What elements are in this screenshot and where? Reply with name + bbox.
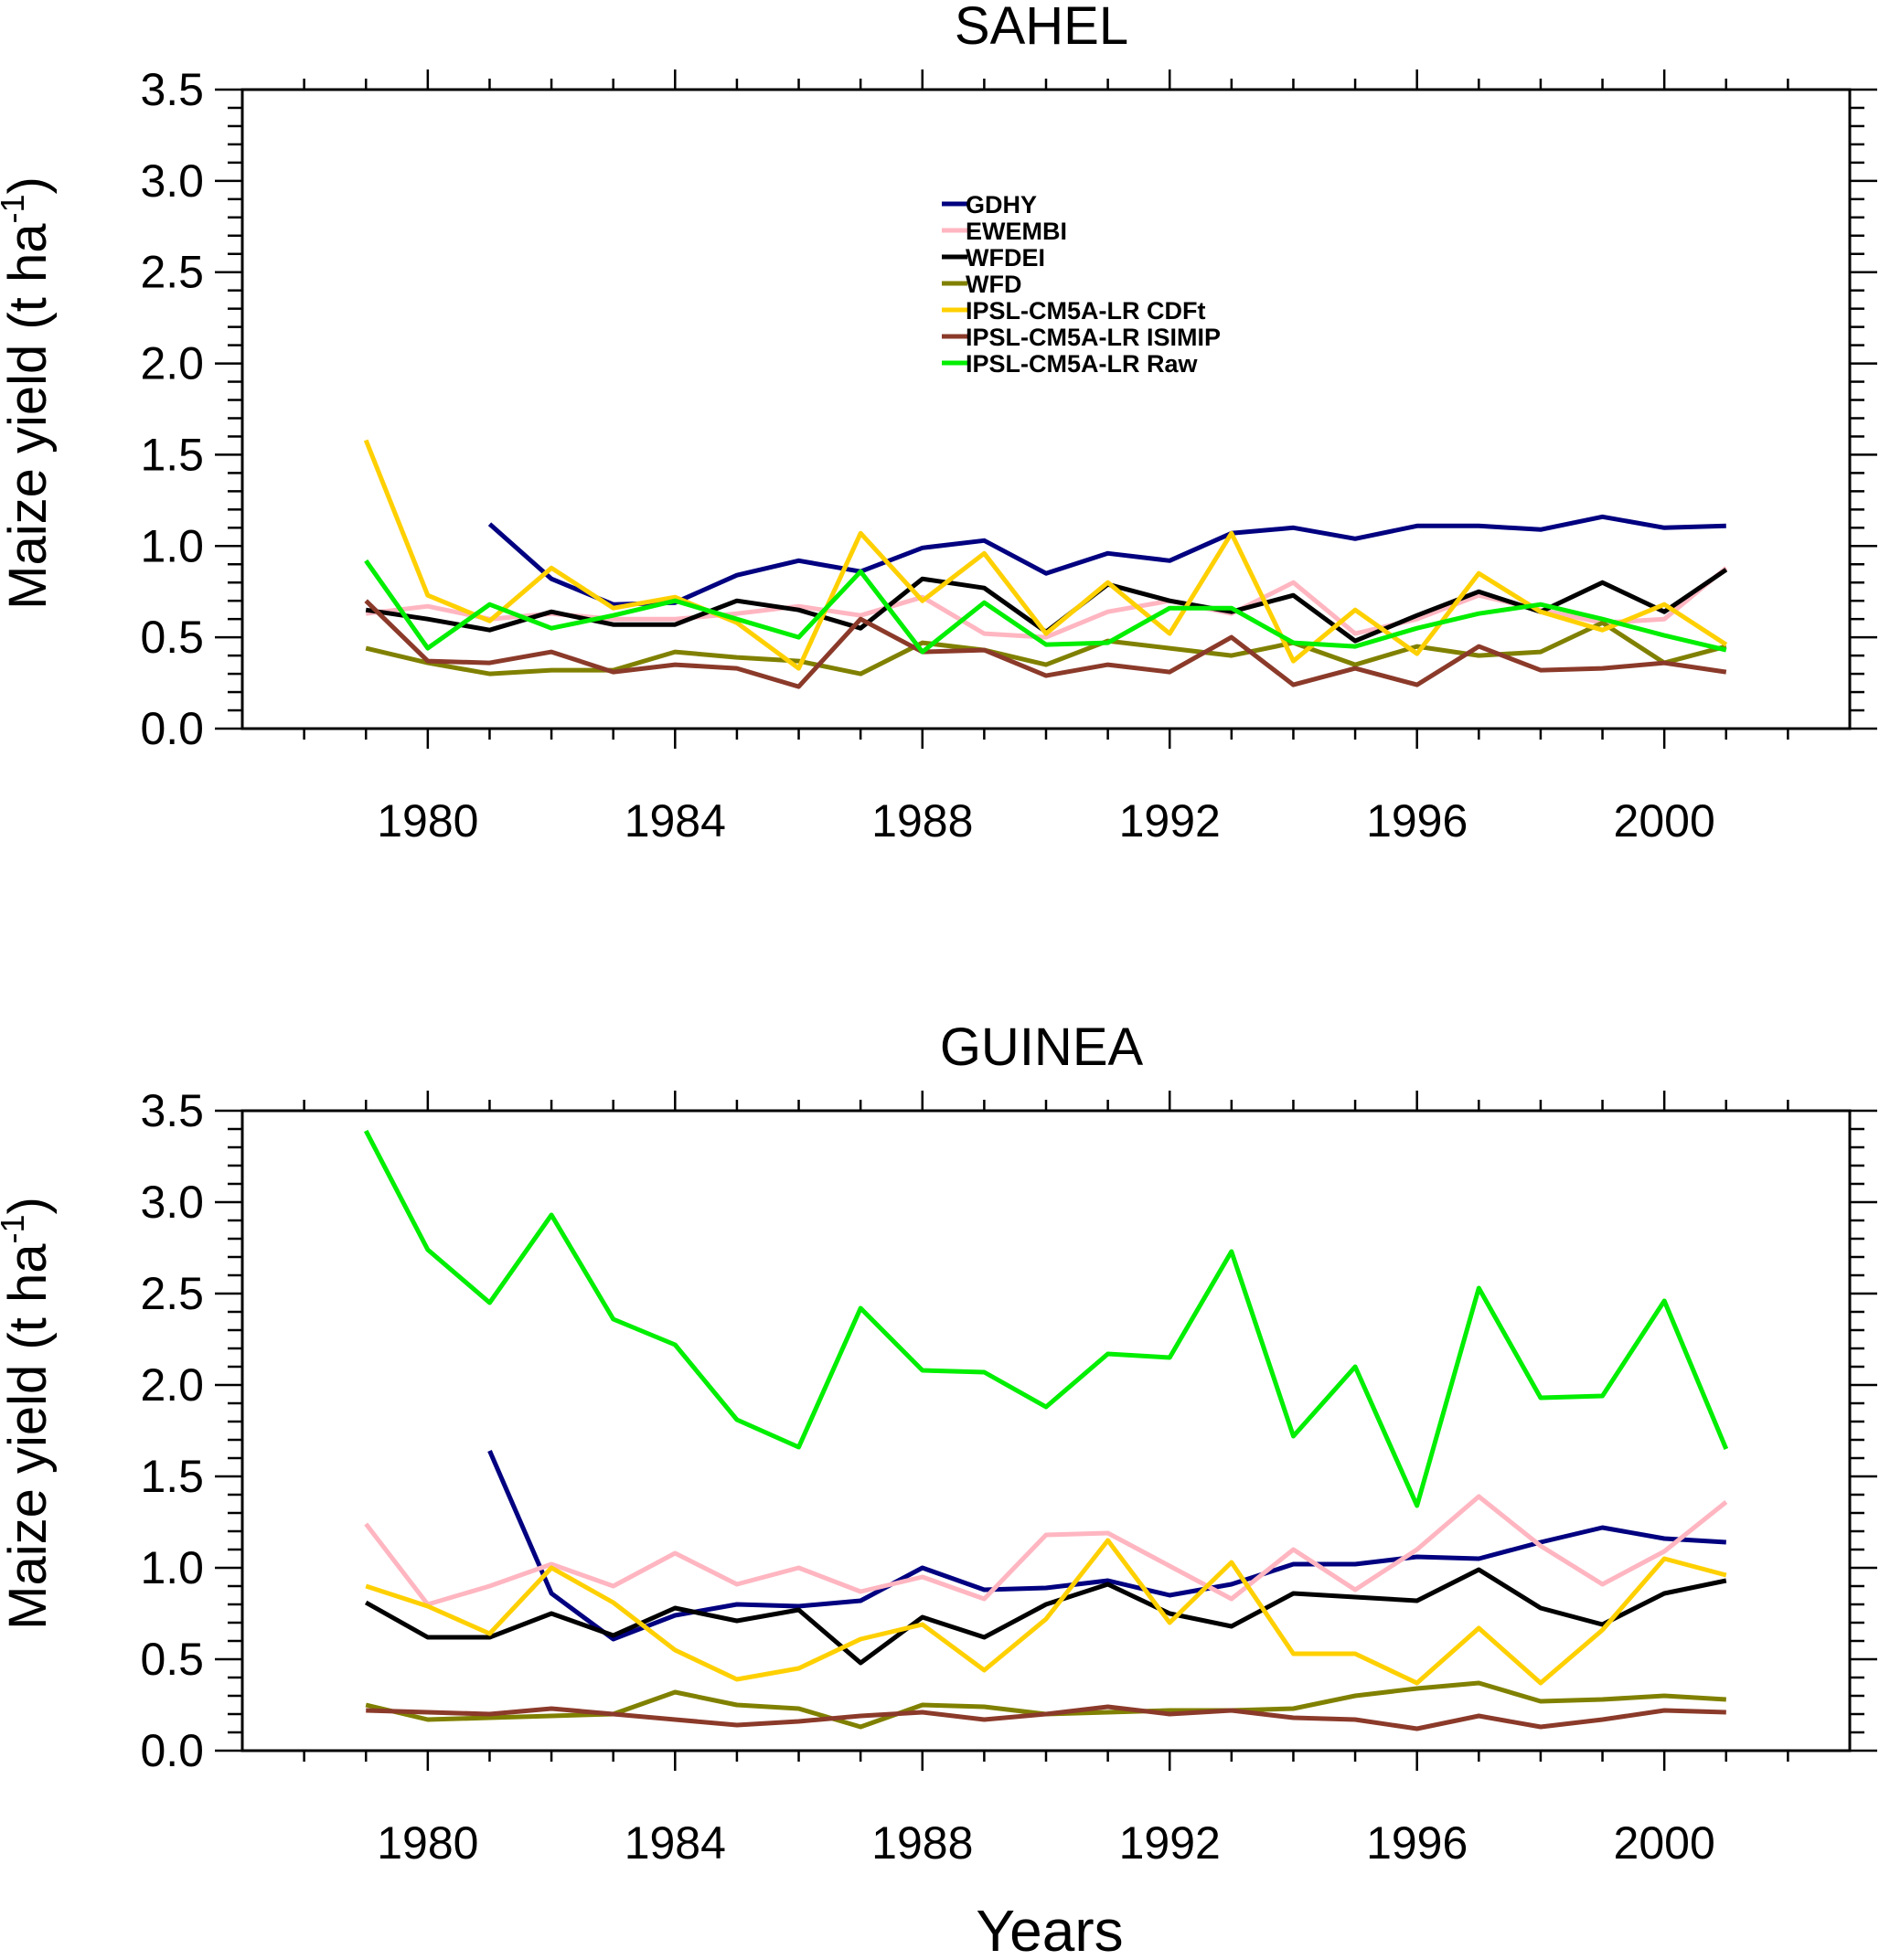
legend-label-ipsl-cm5a-lr-raw: IPSL-CM5A-LR Raw (966, 350, 1199, 378)
sahel-x-tick-label: 1988 (871, 795, 973, 847)
guinea-y-tick-label: 1.0 (140, 1542, 204, 1593)
guinea-x-tick-label: 2000 (1614, 1817, 1715, 1869)
guinea-panel: GUINEA Maize yield (t ha-1) 1980 1984 1988… (0, 1017, 1877, 1869)
guinea-series-ipsl-cm5a-lr-cdft (365, 1538, 1727, 1686)
sahel-y-tick-label: 2.5 (140, 247, 204, 298)
sahel-x-tick-label: 1984 (625, 795, 726, 847)
sahel-title: SAHEL (955, 0, 1128, 56)
guinea-series-ipsl-cm5a-lr-raw (363, 1129, 1729, 1508)
guinea-plot-frame (240, 1109, 1852, 1752)
guinea-y-tick-label: 1.5 (140, 1451, 204, 1502)
legend-label-gdhy: GDHY (966, 191, 1037, 218)
sahel-series-ipsl-cm5a-lr-cdft (363, 439, 1728, 671)
sahel-y-tick-label: 0.5 (140, 612, 204, 663)
guinea-y-tick-label: 2.0 (140, 1359, 204, 1411)
sahel-x-tick-label: 1992 (1119, 795, 1221, 847)
guinea-x-tick-label: 1980 (377, 1817, 478, 1869)
guinea-y-axis-label: Maize yield (t ha-1) (0, 1197, 58, 1630)
guinea-x-tick-label: 1988 (871, 1817, 973, 1869)
sahel-x-tick-label: 1980 (377, 795, 478, 847)
guinea-y-tick-label: 2.5 (140, 1268, 204, 1319)
sahel-y-tick-label: 3.5 (140, 64, 204, 115)
legend-label-ipsl-cm5a-lr-cdft: IPSL-CM5A-LR CDFt (966, 297, 1205, 325)
sahel-x-tick-label: 1996 (1366, 795, 1468, 847)
svg-text:Maize yield (t ha-1): Maize yield (t ha-1) (0, 176, 58, 610)
sahel-y-tick-label: 0.0 (140, 703, 204, 754)
sahel-y-tick-label: 3.0 (140, 155, 204, 207)
guinea-series-wfd (365, 1680, 1726, 1730)
sahel-x-tick-label: 2000 (1614, 795, 1715, 847)
sahel-y-tick-label: 2.0 (140, 338, 204, 389)
guinea-y-axis-label-main: Maize yield (t ha (0, 1243, 58, 1630)
sahel-y-axis-label-sup: -1 (0, 195, 31, 224)
legend-label-wfd: WFD (966, 271, 1021, 298)
guinea-y-axis-label-sup: -1 (0, 1215, 31, 1244)
sahel-y-axis-label-close: ) (0, 176, 58, 194)
svg-text:Maize yield (t ha-1): Maize yield (t ha-1) (0, 1197, 58, 1630)
sahel-series-ipsl-cm5a-lr-raw (364, 559, 1727, 655)
sahel-series-gdhy (487, 514, 1726, 607)
legend-label-ewembi: EWEMBI (966, 218, 1067, 245)
x-axis-label: Years (976, 1898, 1123, 1960)
legend-label-wfdei: WFDEI (966, 244, 1045, 272)
sahel-panel: SAHEL Maize yield (t ha-1) 1980 1984 1988 1… (0, 0, 1877, 847)
sahel-y-tick-label: 1.5 (140, 429, 204, 480)
guinea-title: GUINEA (940, 1017, 1144, 1077)
guinea-x-tick-label: 1996 (1366, 1817, 1468, 1869)
guinea-x-tick-label: 1984 (625, 1817, 726, 1869)
guinea-y-axis-label-close: ) (0, 1197, 58, 1214)
sahel-y-tick-label: 1.0 (140, 520, 204, 571)
guinea-y-tick-label: 0.5 (140, 1634, 204, 1685)
sahel-series-ipsl-cm5a-lr-isimip (364, 599, 1727, 689)
guinea-y-tick-label: 0.0 (140, 1725, 204, 1776)
guinea-y-tick-label: 3.0 (140, 1177, 204, 1228)
guinea-series-ipsl-cm5a-lr-isimip (366, 1704, 1726, 1731)
guinea-series-wfdei (364, 1567, 1727, 1666)
sahel-y-axis-label-main: Maize yield (t ha (0, 223, 58, 610)
sahel-y-axis-label: Maize yield (t ha-1) (0, 176, 58, 610)
guinea-x-tick-label: 1992 (1119, 1817, 1221, 1869)
guinea-series-ewembi (364, 1494, 1728, 1607)
guinea-y-tick-label: 3.5 (140, 1085, 204, 1136)
legend-label-ipsl-cm5a-lr-isimip: IPSL-CM5A-LR ISIMIP (966, 324, 1221, 351)
